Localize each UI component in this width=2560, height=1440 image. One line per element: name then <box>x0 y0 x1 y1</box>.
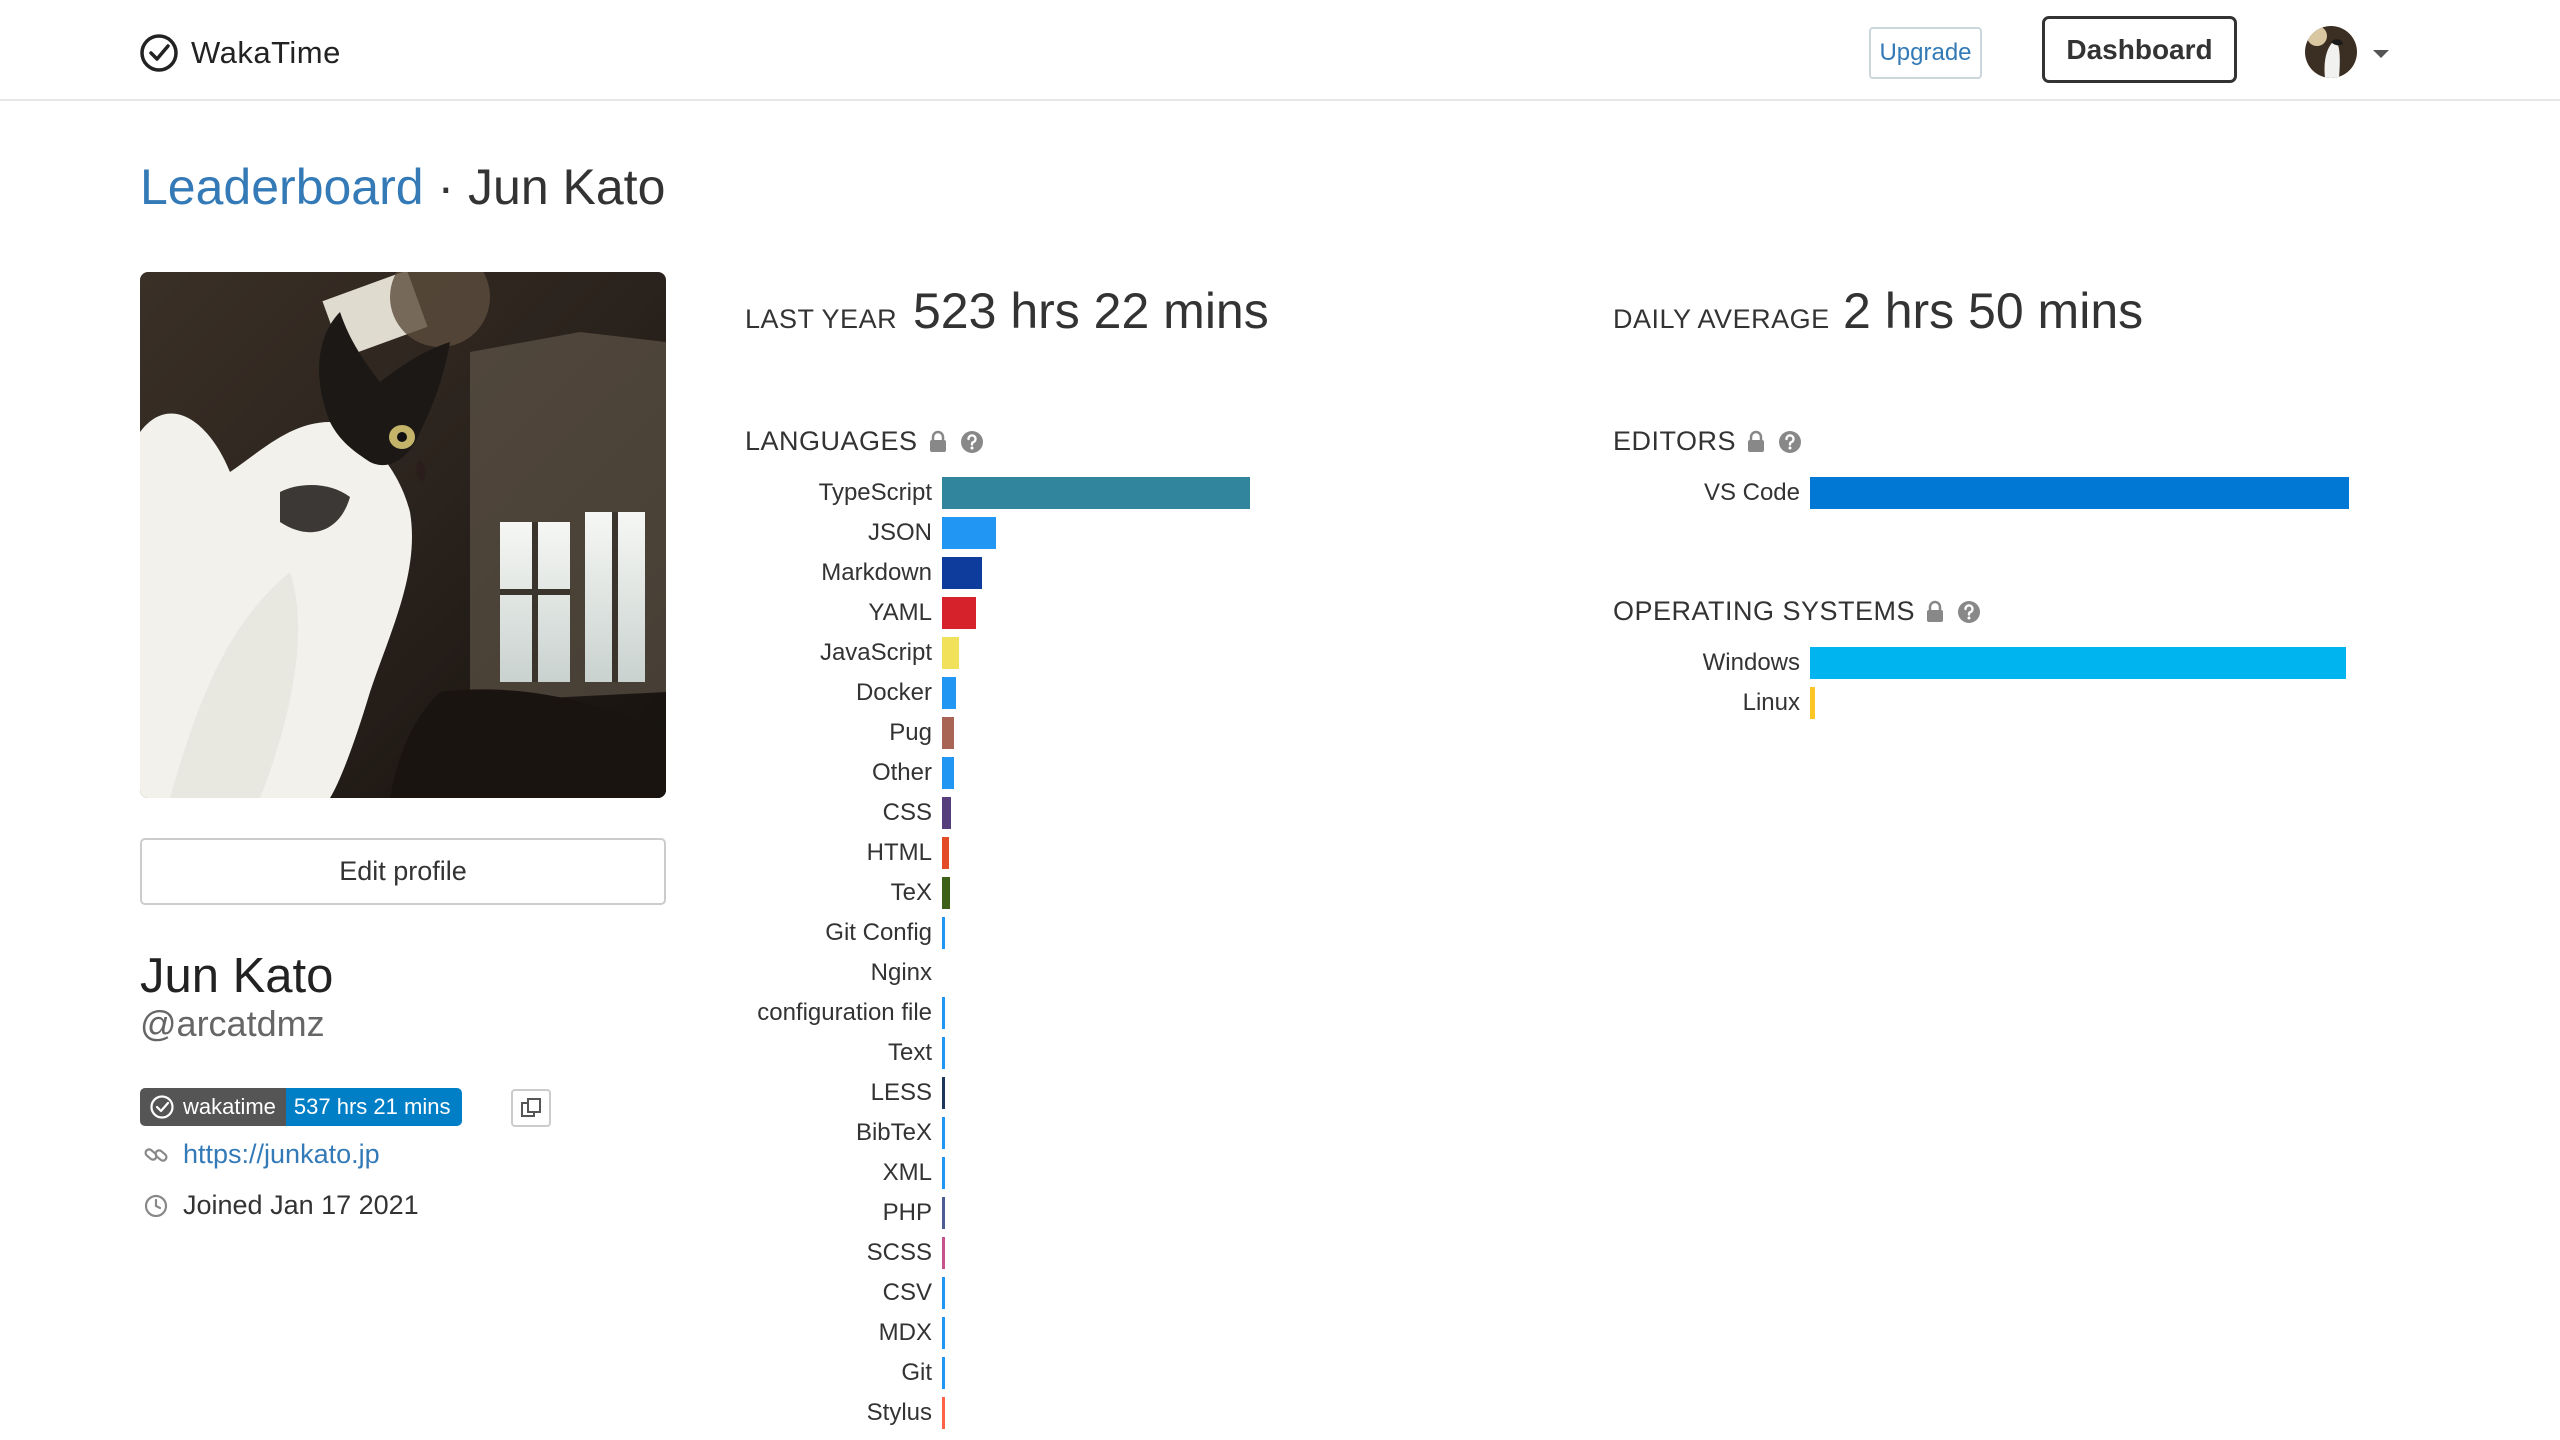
bar-typescript[interactable] <box>942 477 1250 509</box>
badge-label: wakatime <box>140 1088 286 1126</box>
wakatime-badge[interactable]: wakatime 537 hrs 21 mins <box>140 1088 463 1126</box>
profile-display-name: Jun Kato <box>140 949 334 1003</box>
bar-label-php: PHP <box>882 1199 932 1226</box>
copy-icon <box>521 1098 541 1117</box>
last-year-label: LAST YEAR <box>745 304 898 334</box>
joined-row: Joined Jan 17 2021 <box>143 1190 419 1221</box>
user-menu[interactable] <box>2305 26 2389 78</box>
bar-label-linux: Linux <box>1742 689 1800 716</box>
bar-pug[interactable] <box>942 717 954 749</box>
bar-php[interactable] <box>942 1197 945 1229</box>
profile-username: @arcatdmz <box>140 1003 325 1044</box>
help-icon[interactable] <box>1778 430 1802 454</box>
bar-label-less: LESS <box>870 1079 932 1106</box>
bar-label-yaml: YAML <box>868 599 932 626</box>
bar-label-typescript: TypeScript <box>818 479 932 506</box>
copy-badge-button[interactable] <box>511 1089 551 1127</box>
bar-label-xml: XML <box>882 1159 932 1186</box>
bar-json[interactable] <box>942 517 996 549</box>
bar-csv[interactable] <box>942 1277 945 1309</box>
bar-xml[interactable] <box>942 1157 945 1189</box>
badge-left-text: wakatime <box>183 1094 276 1119</box>
bar-label-json: JSON <box>867 519 932 546</box>
bar-label-git: Git <box>901 1359 932 1386</box>
bar-label-docker: Docker <box>855 679 932 706</box>
daily-average-label: DAILY AVERAGE <box>1613 304 1830 334</box>
wakatime-logo-icon <box>140 34 178 72</box>
bar-scss[interactable] <box>942 1237 945 1269</box>
profile-photo <box>140 272 666 798</box>
bar-javascript[interactable] <box>942 637 959 669</box>
wakatime-logo-icon <box>150 1095 174 1119</box>
brand-link[interactable]: WakaTime <box>139 33 341 73</box>
bar-docker[interactable] <box>942 677 956 709</box>
bar-label-vs-code: VS Code <box>1703 479 1800 506</box>
operating-systems-title: OPERATING SYSTEMS <box>1613 596 1981 627</box>
bar-windows[interactable] <box>1810 647 2346 679</box>
joined-date: Joined Jan 17 2021 <box>183 1190 419 1220</box>
bar-label-tex: TeX <box>890 879 932 906</box>
operating-systems-title-text: OPERATING SYSTEMS <box>1613 596 1916 626</box>
caret-down-icon[interactable] <box>2373 50 2389 58</box>
bar-stylus[interactable] <box>942 1397 945 1429</box>
bar-label-bibtex: BibTeX <box>855 1119 932 1146</box>
navbar: WakaTime Upgrade Dashboard <box>0 0 2560 101</box>
help-icon[interactable] <box>1957 600 1981 624</box>
bar-git[interactable] <box>942 1357 945 1389</box>
leaderboard-link[interactable]: Leaderboard <box>140 159 424 215</box>
bar-label-other: Other <box>871 759 932 786</box>
bar-label-mdx: MDX <box>878 1319 932 1346</box>
bar-html[interactable] <box>942 837 949 869</box>
bar-tex[interactable] <box>942 877 950 909</box>
bar-bibtex[interactable] <box>942 1117 945 1149</box>
help-icon[interactable] <box>960 430 984 454</box>
languages-title-text: LANGUAGES <box>745 426 918 456</box>
bar-yaml[interactable] <box>942 597 976 629</box>
editors-title: EDITORS <box>1613 426 1802 457</box>
lock-icon <box>1927 600 1944 622</box>
link-icon <box>144 1147 168 1162</box>
last-year-value: 523 hrs 22 mins <box>913 283 1269 339</box>
clock-icon <box>144 1194 168 1217</box>
bar-label-csv: CSV <box>882 1279 932 1306</box>
bar-label-javascript: JavaScript <box>819 639 932 666</box>
bar-label-scss: SCSS <box>866 1239 932 1266</box>
bar-text[interactable] <box>942 1037 945 1069</box>
bar-label-css: CSS <box>882 799 932 826</box>
lock-icon <box>929 430 946 452</box>
lock-icon <box>1748 430 1765 452</box>
bar-less[interactable] <box>942 1077 945 1109</box>
website-row: https://junkato.jp <box>143 1139 380 1170</box>
bar-git-config[interactable] <box>942 917 945 949</box>
bar-label-git-config: Git Config <box>825 919 932 946</box>
bar-mdx[interactable] <box>942 1317 945 1349</box>
bar-other[interactable] <box>942 757 954 789</box>
avatar[interactable] <box>2305 26 2357 78</box>
bar-css[interactable] <box>942 797 951 829</box>
bar-label-markdown: Markdown <box>821 559 932 586</box>
editors-title-text: EDITORS <box>1613 426 1737 456</box>
bar-label-html: HTML <box>866 839 932 866</box>
bar-linux[interactable] <box>1810 687 1815 719</box>
bar-vs-code[interactable] <box>1810 477 2349 509</box>
website-link[interactable]: https://junkato.jp <box>183 1139 380 1169</box>
bar-label-pug: Pug <box>889 719 932 746</box>
brand-name: WakaTime <box>191 35 341 70</box>
dashboard-button[interactable]: Dashboard <box>2042 16 2237 83</box>
bar-markdown[interactable] <box>942 557 982 589</box>
bar-label-windows: Windows <box>1702 649 1800 676</box>
bar-nginx-configuration-file[interactable] <box>942 997 945 1029</box>
edit-profile-button[interactable]: Edit profile <box>140 838 666 905</box>
heading-separator: · <box>423 159 469 215</box>
bar-label-text: Text <box>887 1039 932 1066</box>
daily-average-value: 2 hrs 50 mins <box>1843 283 2144 339</box>
page-title: Leaderboard · Jun Kato <box>140 158 665 216</box>
bar-label-nginx-configuration-file: Nginx configuration file <box>757 959 932 1026</box>
heading-user-name: Jun Kato <box>468 159 666 215</box>
bar-label-stylus: Stylus <box>866 1399 932 1426</box>
upgrade-button[interactable]: Upgrade <box>1869 27 1982 79</box>
badge-value: 537 hrs 21 mins <box>285 1088 463 1126</box>
languages-title: LANGUAGES <box>745 426 984 457</box>
